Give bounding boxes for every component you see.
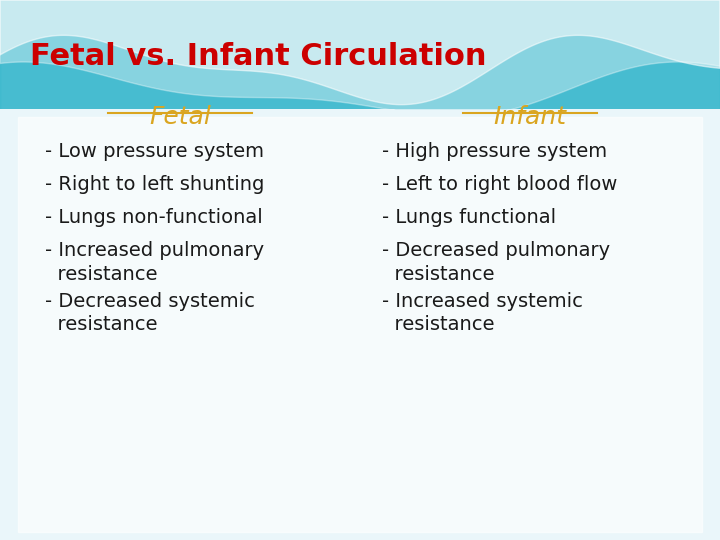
Text: - Left to right blood flow: - Left to right blood flow — [382, 175, 617, 194]
Text: Infant: Infant — [493, 105, 567, 129]
Text: Fetal vs. Infant Circulation: Fetal vs. Infant Circulation — [30, 42, 487, 71]
Text: - Right to left shunting: - Right to left shunting — [45, 175, 264, 194]
Text: - Decreased pulmonary
  resistance: - Decreased pulmonary resistance — [382, 241, 610, 284]
Text: - Decreased systemic
  resistance: - Decreased systemic resistance — [45, 292, 255, 334]
Polygon shape — [0, 0, 720, 120]
Text: - Lungs non-functional: - Lungs non-functional — [45, 208, 263, 227]
Text: - Increased pulmonary
  resistance: - Increased pulmonary resistance — [45, 241, 264, 284]
Bar — [18, 117, 702, 532]
Text: Fetal: Fetal — [149, 105, 211, 129]
Text: - High pressure system: - High pressure system — [382, 142, 607, 161]
Text: - Low pressure system: - Low pressure system — [45, 142, 264, 161]
Text: - Lungs functional: - Lungs functional — [382, 208, 556, 227]
Text: - Increased systemic
  resistance: - Increased systemic resistance — [382, 292, 583, 334]
